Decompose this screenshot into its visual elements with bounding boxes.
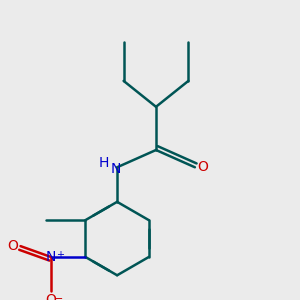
Text: H: H bbox=[98, 156, 109, 170]
Text: N: N bbox=[46, 250, 56, 264]
Text: O: O bbox=[197, 160, 208, 174]
Text: O: O bbox=[45, 293, 56, 300]
Text: O: O bbox=[8, 239, 19, 253]
Text: +: + bbox=[56, 250, 64, 260]
Text: N: N bbox=[110, 162, 121, 176]
Text: −: − bbox=[54, 294, 63, 300]
